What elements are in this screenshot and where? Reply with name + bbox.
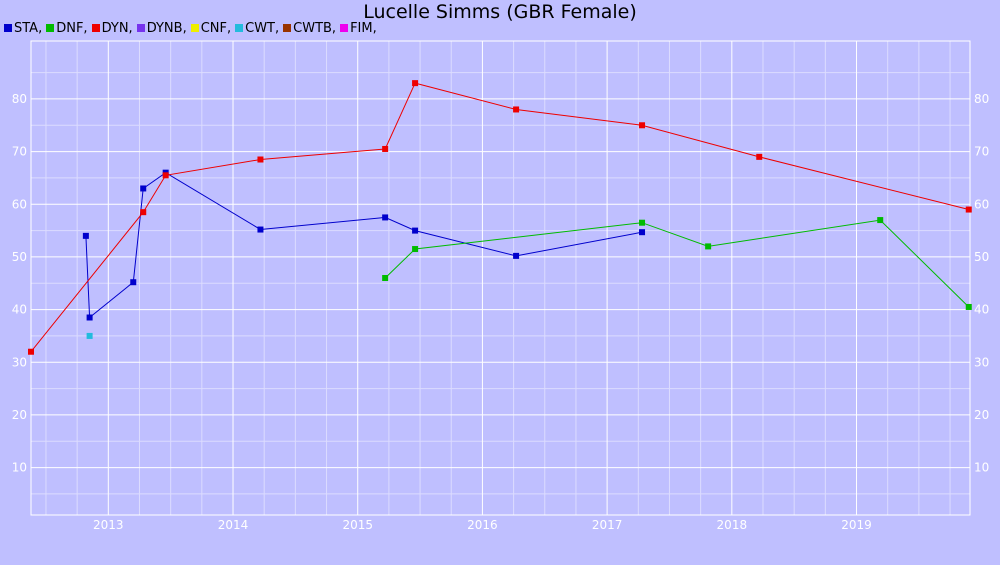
y-tick-label-right: 70 — [974, 145, 989, 159]
y-tick-label-left: 50 — [12, 250, 27, 264]
y-tick-label-right: 30 — [974, 355, 989, 369]
series-line-dyn — [30, 82, 969, 353]
series-line-dnf — [384, 219, 970, 308]
y-tick-label-right: 50 — [974, 250, 989, 264]
legend-label: STA, — [14, 20, 43, 36]
legend-item-cnf: CNF, — [190, 20, 235, 36]
y-tick-label-right: 40 — [974, 303, 989, 317]
data-point-dyn — [162, 172, 169, 179]
y-tick-label-right: 10 — [974, 461, 989, 475]
data-point-dnf — [639, 219, 646, 226]
data-point-dyn — [28, 348, 34, 355]
legend-swatch — [283, 24, 292, 32]
data-point-dyn — [965, 206, 972, 213]
y-tick-label-left: 20 — [12, 408, 27, 422]
legend-swatch — [340, 24, 349, 32]
y-tick-label-left: 80 — [12, 92, 27, 106]
data-point-dyn — [756, 153, 763, 160]
data-point-sta — [257, 226, 264, 233]
legend-label: CNF, — [200, 20, 232, 36]
y-tick-label-right: 20 — [974, 408, 989, 422]
legend-label: DNF, — [56, 20, 88, 36]
legend-swatch — [136, 24, 145, 32]
y-tick-label-left: 40 — [12, 303, 27, 317]
data-point-sta — [382, 214, 389, 221]
y-tick-label-left: 70 — [12, 145, 27, 159]
x-tick-label: 2014 — [218, 518, 249, 532]
legend-swatch — [91, 24, 100, 32]
y-tick-label-left: 10 — [12, 461, 27, 475]
legend-label: FIM, — [350, 20, 377, 36]
y-tick-label-left: 60 — [12, 197, 27, 211]
chart-title: Lucelle Simms (GBR Female) — [363, 1, 637, 23]
data-point-dyn — [140, 209, 147, 216]
data-point-sta — [639, 229, 646, 236]
plot-border — [30, 40, 971, 516]
legend-label: CWTB, — [293, 20, 337, 36]
legend-swatch — [190, 24, 199, 32]
y-tick-label-right: 80 — [974, 92, 989, 106]
legend-label: DYNB, — [146, 20, 187, 36]
data-point-dyn — [257, 156, 264, 163]
data-point-dyn — [382, 145, 389, 152]
data-point-sta — [82, 232, 89, 239]
data-point-cwt — [86, 332, 93, 339]
legend-item-cwtb: CWTB, — [283, 21, 340, 36]
legend-label: DYN, — [101, 20, 133, 36]
legend-item-dynb: DYNB, — [136, 20, 191, 36]
legend-swatch — [4, 24, 12, 32]
legend-swatch — [46, 24, 55, 32]
x-tick-label: 2018 — [717, 518, 748, 532]
legend-label: CWT, — [245, 20, 280, 36]
x-tick-label: 2017 — [592, 518, 623, 532]
legend-item-cwt: CWT, — [235, 21, 283, 36]
legend-item-sta: STA, — [4, 21, 46, 36]
data-point-dyn — [412, 80, 419, 87]
x-tick-label: 2019 — [841, 518, 872, 532]
series-line-sta — [85, 172, 643, 319]
data-point-sta — [140, 185, 147, 192]
legend-swatch — [235, 24, 244, 32]
data-point-dyn — [639, 122, 646, 129]
x-tick-label: 2013 — [93, 518, 124, 532]
x-tick-label: 2015 — [342, 518, 373, 532]
x-tick-label: 2016 — [467, 518, 498, 532]
legend: STA, DNF, DYN, DYNB, CNF, CWT, CWTB, FIM, — [4, 20, 381, 36]
data-point-sta — [513, 252, 520, 259]
data-point-dnf — [412, 246, 419, 253]
legend-item-dyn: DYN, — [91, 20, 137, 36]
data-point-dnf — [382, 275, 389, 281]
y-tick-label-right: 60 — [974, 197, 989, 211]
data-point-dnf — [705, 243, 712, 250]
data-point-sta — [86, 314, 93, 321]
legend-item-fim: FIM, — [340, 21, 381, 36]
y-tick-label-left: 30 — [12, 355, 27, 369]
data-point-dnf — [965, 303, 972, 310]
data-point-sta — [412, 227, 419, 234]
data-point-dnf — [877, 217, 884, 224]
legend-item-dnf: DNF, — [46, 21, 91, 36]
data-point-sta — [130, 279, 137, 286]
data-point-dyn — [513, 106, 520, 113]
